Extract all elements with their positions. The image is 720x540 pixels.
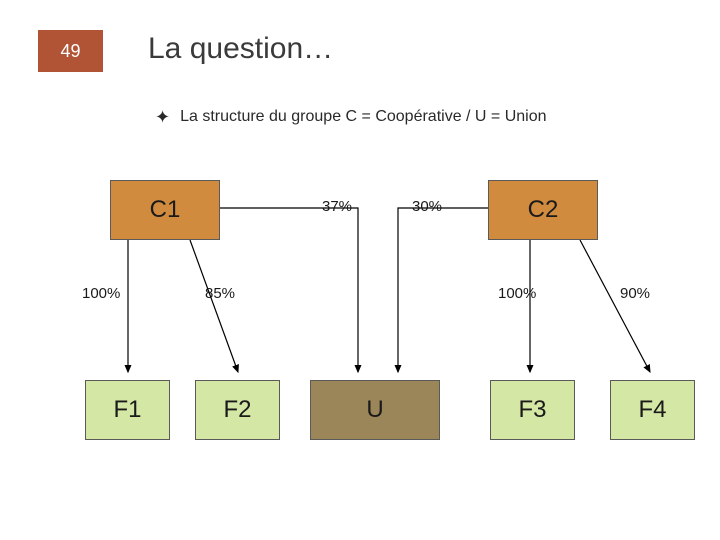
node-c1-label: C1 xyxy=(150,196,181,224)
arrow-layer xyxy=(0,0,720,540)
node-f4: F4 xyxy=(610,380,695,440)
edge-label-90: 90% xyxy=(620,285,650,302)
bullet-row: ✦ La structure du groupe C = Coopérative… xyxy=(155,108,547,126)
node-f1: F1 xyxy=(85,380,170,440)
node-f4-label: F4 xyxy=(638,396,666,424)
node-u: U xyxy=(310,380,440,440)
node-f3-label: F3 xyxy=(518,396,546,424)
diamond-icon: ✦ xyxy=(155,108,170,126)
slide-number-box: 49 xyxy=(38,30,103,72)
edge-label-85: 85% xyxy=(205,285,235,302)
node-c2-label: C2 xyxy=(528,196,559,224)
node-f3: F3 xyxy=(490,380,575,440)
node-u-label: U xyxy=(366,396,383,424)
edge-label-100a: 100% xyxy=(82,285,120,302)
bullet-text: La structure du groupe C = Coopérative /… xyxy=(180,108,546,126)
node-c1: C1 xyxy=(110,180,220,240)
edge-label-100b: 100% xyxy=(498,285,536,302)
node-c2: C2 xyxy=(488,180,598,240)
edge-label-37: 37% xyxy=(322,198,352,215)
slide-number: 49 xyxy=(60,41,80,62)
node-f2-label: F2 xyxy=(223,396,251,424)
node-f1-label: F1 xyxy=(113,396,141,424)
node-f2: F2 xyxy=(195,380,280,440)
edge-label-30: 30% xyxy=(412,198,442,215)
page-title: La question… xyxy=(148,32,333,66)
